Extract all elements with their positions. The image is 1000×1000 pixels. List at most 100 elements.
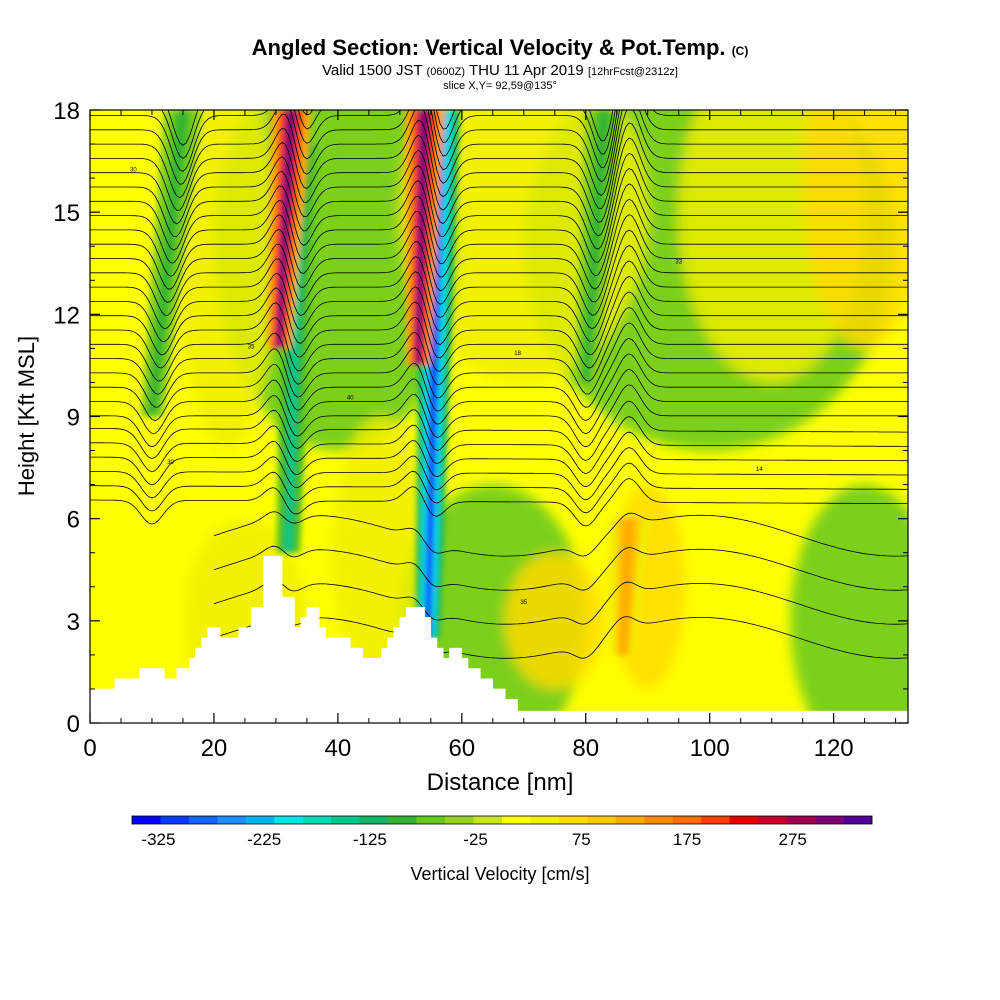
isentrope-label: 35	[520, 600, 527, 606]
isentrope-line	[213, 613, 908, 659]
field-blob	[176, 110, 276, 451]
updraft-streak	[415, 110, 431, 366]
x-tick-label: 120	[814, 735, 854, 762]
isentrope-line	[90, 137, 908, 238]
isentrope-line	[90, 152, 908, 251]
colorbar-swatch	[615, 816, 645, 824]
colorbar-swatch	[701, 816, 730, 824]
isentrope-line	[90, 275, 908, 356]
downdraft-streak	[582, 110, 610, 383]
colorbar-tick-label: 75	[572, 830, 591, 849]
isentrope-line	[90, 322, 908, 395]
x-tick-label: 100	[690, 735, 730, 762]
colorbar-frame	[131, 815, 873, 825]
y-tick-label: 3	[67, 609, 80, 636]
chart-title: Angled Section: Vertical Velocity & Pot.…	[0, 36, 1000, 63]
field-blob	[505, 552, 605, 689]
field-blob	[790, 484, 908, 723]
isentrope-label: 18	[514, 351, 521, 357]
isentrope-label: 33	[675, 259, 682, 265]
colorbar-tick-label: 275	[779, 830, 807, 849]
colorbar-swatch	[359, 816, 389, 824]
isentrope-label: 14	[756, 467, 763, 473]
colorbar-swatch	[473, 816, 503, 824]
isentrope-line	[90, 110, 908, 199]
terrain-mask	[89, 555, 909, 724]
isentrope-line	[90, 110, 908, 185]
colorbar-swatch	[302, 816, 332, 824]
colorbar-swatch	[274, 816, 304, 824]
y-tick-label: 6	[67, 507, 80, 534]
isentrope-line	[90, 214, 908, 303]
y-tick-label: 18	[53, 98, 80, 125]
isentrope-label: 35	[248, 344, 255, 350]
isentrope-line	[90, 447, 908, 501]
isentrope-line	[90, 353, 908, 422]
potential-temperature-contours: 30 35 40 18 33 14 30 35	[90, 110, 908, 659]
updraft-streak	[619, 518, 635, 655]
colorbar-swatch	[416, 816, 446, 824]
y-axis-label: Height [Kft MSL]	[14, 336, 39, 496]
isentrope-line	[90, 306, 908, 382]
isentrope-line	[90, 416, 908, 475]
isentrope-line	[213, 511, 908, 557]
isentrope-line	[90, 110, 908, 211]
colorbar-label: Vertical Velocity [cm/s]	[410, 864, 589, 884]
isentrope-line	[90, 168, 908, 264]
y-tick-label: 9	[67, 405, 80, 432]
colorbar-swatch	[587, 816, 617, 824]
colorbar-tick-label: -225	[247, 830, 281, 849]
x-tick-label: 20	[201, 735, 228, 762]
x-tick-label: 80	[572, 735, 599, 762]
downdraft-streak	[148, 110, 189, 417]
colorbar-tick-label: 175	[673, 830, 701, 849]
y-tick-label: 0	[67, 711, 80, 738]
isentrope-line	[90, 122, 908, 225]
terrain-shape	[89, 555, 909, 724]
axes: 0 20 40 60 80 100 120 0 3 6 9 12 15 18	[53, 98, 908, 762]
isentrope-line	[90, 198, 908, 290]
colorbar-swatch	[217, 816, 247, 824]
isentrope-line	[90, 229, 908, 316]
x-tick-label: 60	[448, 735, 475, 762]
chart-subtitle: Valid 1500 JST (0600Z) THU 11 Apr 2019 […	[0, 63, 1000, 80]
isentrope-line	[90, 183, 908, 277]
title-units-tag: (C)	[731, 44, 749, 58]
isentrope-line	[90, 291, 908, 369]
x-tick-label: 40	[325, 735, 352, 762]
colorbar-swatch	[160, 816, 190, 824]
colorbar-swatch	[445, 816, 474, 824]
x-tick-label: 0	[83, 735, 96, 762]
isentrope-label: 30	[167, 460, 174, 466]
colorbar-tick-label: -125	[353, 830, 387, 849]
colorbar-swatch	[558, 816, 588, 824]
colorbar-swatch	[331, 816, 360, 824]
downdraft-streak	[284, 144, 307, 553]
colorbar-swatch	[388, 816, 417, 824]
isentrope-line	[90, 431, 908, 488]
isentrope-line	[90, 368, 908, 435]
title-main: Angled Section: Vertical Velocity & Pot.…	[251, 35, 726, 60]
forecast-tag: [12hrFcst@2312z]	[587, 66, 678, 78]
isentrope-line	[90, 110, 908, 172]
colorbar-swatch	[245, 816, 275, 824]
updraft-streak	[275, 110, 297, 349]
colorbar-swatch	[672, 816, 702, 824]
colorbar-tick-label: -325	[141, 830, 175, 849]
isentrope-line	[213, 545, 908, 591]
colorbar-swatch	[644, 816, 674, 824]
downdraft-streak	[424, 110, 446, 638]
field-blob	[802, 110, 908, 349]
colorbar-swatch	[502, 816, 531, 824]
colorbar-tick-label: -25	[463, 830, 488, 849]
isentrope-line	[90, 260, 908, 343]
valid-time: Valid 1500 JST	[322, 62, 423, 79]
colorbar-swatch	[815, 816, 844, 824]
colorbar: -325 -225 -125 -25 75 175 275	[131, 815, 873, 849]
colorbar-swatch	[188, 816, 218, 824]
colorbar-swatch	[758, 816, 787, 824]
colorbar-swatch	[843, 816, 873, 824]
colorbar-swatch	[729, 816, 759, 824]
isentrope-line	[90, 384, 908, 448]
